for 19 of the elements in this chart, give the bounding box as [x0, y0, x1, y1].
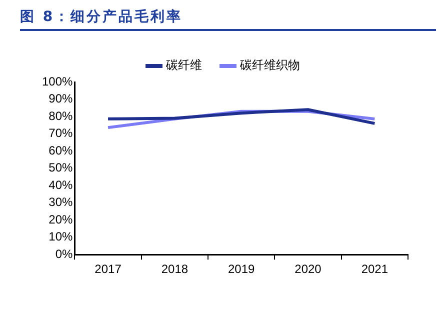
y-tick-label: 70%	[48, 126, 74, 140]
y-tick-label: 10%	[48, 230, 74, 244]
y-tick-label: 60%	[48, 143, 74, 158]
x-tick-label: 2017	[94, 262, 122, 276]
y-tick-label: 40%	[48, 178, 74, 192]
y-tick-label: 20%	[48, 212, 74, 226]
x-tick-label: 2021	[361, 262, 388, 276]
y-tick-label: 30%	[48, 195, 74, 210]
chart-title: 图 8：细分产品毛利率	[20, 8, 436, 31]
y-tick-label: 50%	[48, 160, 74, 175]
legend-label: 碳纤维织物	[239, 58, 300, 72]
legend-label: 碳纤维	[165, 58, 202, 72]
y-tick-label: 80%	[48, 108, 74, 123]
x-tick-label: 2020	[294, 262, 322, 276]
y-tick-label: 0%	[55, 246, 74, 261]
y-tick-label: 90%	[48, 92, 74, 106]
x-tick-label: 2018	[161, 262, 188, 276]
x-tick-label: 2019	[228, 262, 256, 276]
y-tick-label: 100%	[42, 74, 74, 88]
